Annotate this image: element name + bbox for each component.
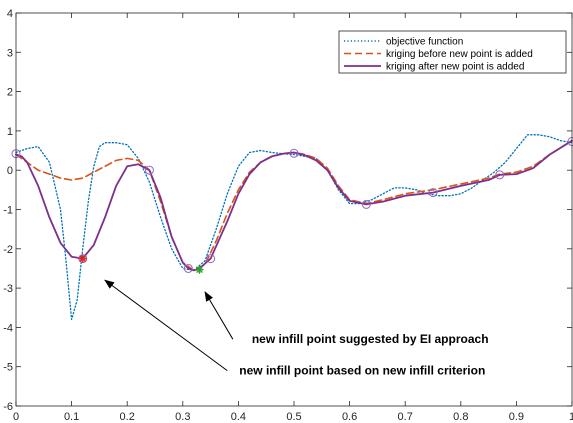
y-tick-label: 2 (7, 87, 13, 99)
x-tick-label: 0.6 (342, 411, 357, 423)
legend-label-kriging-before-new-point-is-added: kriging before new point is added (386, 49, 533, 60)
x-tick-label: 0.8 (453, 411, 468, 423)
sample-point (428, 188, 438, 198)
y-tick-label: 3 (7, 47, 13, 59)
sample-point (183, 263, 193, 273)
y-tick-label: -4 (3, 322, 13, 334)
sample-point (495, 170, 505, 180)
y-tick-label: -1 (3, 205, 13, 217)
sample-point (361, 199, 371, 209)
y-tick-label: 1 (7, 126, 13, 138)
x-tick-label: 0.3 (175, 411, 190, 423)
infill-marker-stroke (79, 255, 87, 262)
y-tick-label: -5 (3, 362, 13, 374)
sample-point (206, 254, 216, 264)
y-tick-label: -3 (3, 283, 13, 295)
legend-label-objective-function: objective function (386, 37, 463, 48)
x-tick-label: 1 (569, 411, 573, 423)
x-tick-label: 0.1 (64, 411, 79, 423)
x-tick-label: 0.4 (231, 411, 246, 423)
x-tick-label: 0.5 (286, 411, 301, 423)
sample-point (289, 148, 299, 158)
y-tick-label: 4 (7, 8, 13, 20)
y-tick-label: -6 (3, 401, 13, 413)
annotation-text-2: new infill point based on new infill cri… (239, 364, 485, 378)
infill-marker-1 (78, 254, 87, 263)
sample-point (144, 165, 154, 175)
x-tick-label: 0.7 (398, 411, 413, 423)
y-tick-label: -2 (3, 244, 13, 256)
annotation-text-1: new infill point suggested by EI approac… (252, 332, 489, 346)
annotation-arrow-1 (204, 291, 234, 340)
x-tick-label: 0.2 (120, 411, 135, 423)
series-line-objective-function (15, 134, 573, 321)
x-tick-label: 0 (13, 411, 19, 423)
axes-layer: 0 0.1 0.2 0.3 0.4 0.5 0.6 0.7 0.8 0.9 1 -6 -5 -4 -3 -2 -… (3, 8, 573, 423)
y-tick-label: 0 (7, 165, 13, 177)
annotation-arrow-2 (104, 279, 228, 372)
series-line-kriging-before-new-point-is-added (15, 139, 573, 272)
infill-marker-2 (195, 265, 204, 274)
infill-marker-stroke (196, 266, 203, 273)
annotations-layer: new infill point suggested by EI approac… (104, 279, 489, 378)
legend-label-kriging-after-new-point-is-added: kriging after new point is added (386, 62, 524, 73)
x-tick-label: 0.9 (509, 411, 524, 423)
sample-points-layer (11, 137, 573, 274)
